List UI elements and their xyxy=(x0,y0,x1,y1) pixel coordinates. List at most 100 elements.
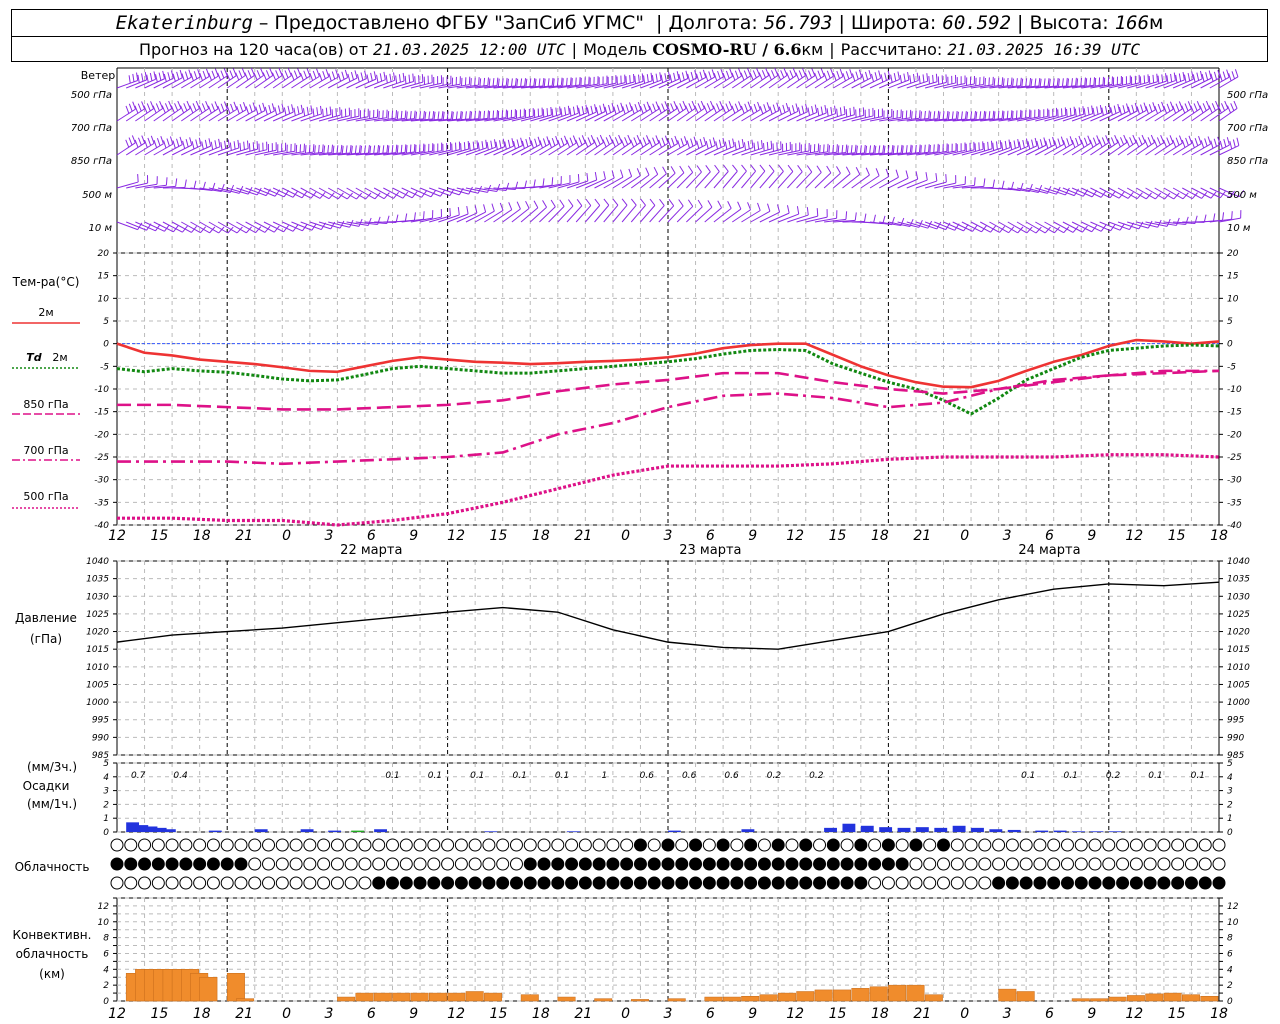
precip-3h-label: 0.1 xyxy=(1021,771,1035,781)
cloud-cover-symbol xyxy=(262,857,276,871)
wind-barb-feather xyxy=(391,110,394,119)
wind-barb-feather xyxy=(424,111,427,120)
wind-barb-staff xyxy=(1053,143,1073,156)
wind-barb-feather xyxy=(344,69,349,78)
wind-barb-feather xyxy=(1178,101,1183,110)
wind-barb-feather xyxy=(1001,180,1005,189)
wind-barb-feather xyxy=(1160,135,1165,143)
wind-barb-feather xyxy=(404,110,407,119)
wind-barb-feather xyxy=(354,70,358,79)
temp-ytick-left: -35 xyxy=(94,498,109,508)
wind-barb-feather xyxy=(1087,106,1090,115)
wind-barb-feather xyxy=(1018,141,1022,150)
wind-barb-staff xyxy=(989,221,1009,234)
wind-barb-feather xyxy=(488,111,491,120)
wind-barb-staff xyxy=(1117,221,1140,230)
wind-barb-feather xyxy=(128,137,133,146)
wind-barb-feather xyxy=(662,166,667,175)
cloud-cover-symbol xyxy=(826,838,840,852)
wind-barb-feather xyxy=(673,101,678,109)
wind-barb-feather xyxy=(854,144,857,153)
wind-barb-feather xyxy=(1187,101,1192,109)
wind-barb-staff xyxy=(318,76,339,89)
wind-barb-feather xyxy=(753,103,758,112)
wind-barb-feather xyxy=(1169,101,1174,110)
wind-barb-feather xyxy=(993,78,996,87)
wind-barb-staff xyxy=(722,108,742,122)
wind-barb-feather xyxy=(356,74,360,83)
time-tick-temp: 15 xyxy=(829,528,847,544)
cloud-cover-symbol xyxy=(1198,838,1212,852)
wind-barb-feather xyxy=(227,226,234,234)
wind-barb-feather xyxy=(165,177,168,186)
wind-barb-feather xyxy=(1175,103,1180,112)
wind-barb-feather xyxy=(300,104,304,113)
wind-barb-feather xyxy=(402,72,405,81)
wind-barb-feather xyxy=(865,145,868,154)
time-tick-temp: 6 xyxy=(367,528,376,544)
wind-barb-feather xyxy=(1035,226,1042,234)
wind-barb-feather xyxy=(648,105,653,114)
cloud-cover-symbol xyxy=(799,838,813,852)
wind-barb-feather xyxy=(1173,192,1180,200)
conv-cloud-bar xyxy=(520,994,539,1002)
wind-barb-feather xyxy=(599,134,604,143)
cloud-cover-symbol xyxy=(441,857,455,871)
wind-barb-feather xyxy=(329,106,332,115)
wind-barb-feather xyxy=(193,180,197,189)
wind-barb-feather xyxy=(389,73,392,82)
wind-barb-feather xyxy=(186,100,191,109)
wind-barb-feather xyxy=(356,192,363,200)
wind-barb-feather xyxy=(1210,191,1217,199)
wind-barb-feather xyxy=(639,105,644,114)
temp-ytick-left: -25 xyxy=(94,453,109,463)
conv-cloud-bar xyxy=(465,991,484,1002)
wind-barb-staff xyxy=(1007,221,1028,234)
wind-barb-staff xyxy=(943,221,964,232)
wind-barb-staff xyxy=(337,221,360,227)
wind-barb-feather xyxy=(559,106,561,115)
wind-barb-feather xyxy=(1161,74,1164,83)
wind-barb-feather xyxy=(1232,139,1236,148)
wind-barb-feather xyxy=(826,108,829,117)
pres-ytick-right: 1005 xyxy=(1227,680,1250,690)
wind-barb-staff xyxy=(897,80,919,89)
wind-barb-feather xyxy=(970,111,973,120)
wind-barb-feather xyxy=(1190,105,1195,114)
wind-barb-feather xyxy=(664,135,669,144)
cloud-cover-symbol xyxy=(454,876,468,890)
wind-barb-feather xyxy=(651,75,655,84)
wind-barb-staff xyxy=(144,221,165,232)
wind-barb-feather xyxy=(423,211,425,220)
wind-barb-feather xyxy=(645,167,650,176)
cloud-cover-symbol xyxy=(537,876,551,890)
cloud-cover-symbol xyxy=(1060,838,1074,852)
conv-ytick-left: 4 xyxy=(103,965,109,975)
cloud-cover-symbol xyxy=(675,876,689,890)
wind-barb-feather xyxy=(734,103,739,112)
precip-bar xyxy=(952,825,966,832)
wind-barb-feather xyxy=(820,68,825,77)
wind-barb-feather xyxy=(795,103,799,112)
wind-barb-staff xyxy=(217,147,240,156)
precip-bar xyxy=(328,830,342,832)
temp-ytick-right: 10 xyxy=(1227,294,1239,304)
wind-barb-feather xyxy=(608,134,614,143)
wind-barb-feather xyxy=(1123,134,1128,143)
cloud-cover-symbol xyxy=(262,876,276,890)
wind-barb-feather xyxy=(141,101,146,110)
wind-barb-feather xyxy=(560,108,563,117)
wind-barb-staff xyxy=(291,112,313,122)
wind-barb-feather xyxy=(734,70,739,79)
wind-barb-feather xyxy=(863,213,867,222)
wind-barb-feather xyxy=(925,172,928,181)
wind-barb-feather xyxy=(1010,110,1013,119)
wind-barb-feather xyxy=(533,179,536,188)
wind-barb-feather xyxy=(252,102,256,111)
wind-barb-feather xyxy=(750,164,757,172)
cloud-cover-symbol xyxy=(799,857,813,871)
wind-barb-feather xyxy=(297,68,302,76)
wind-barb-feather xyxy=(774,67,779,76)
wind-barb-feather xyxy=(581,106,585,115)
wind-barb-feather xyxy=(1172,105,1177,114)
